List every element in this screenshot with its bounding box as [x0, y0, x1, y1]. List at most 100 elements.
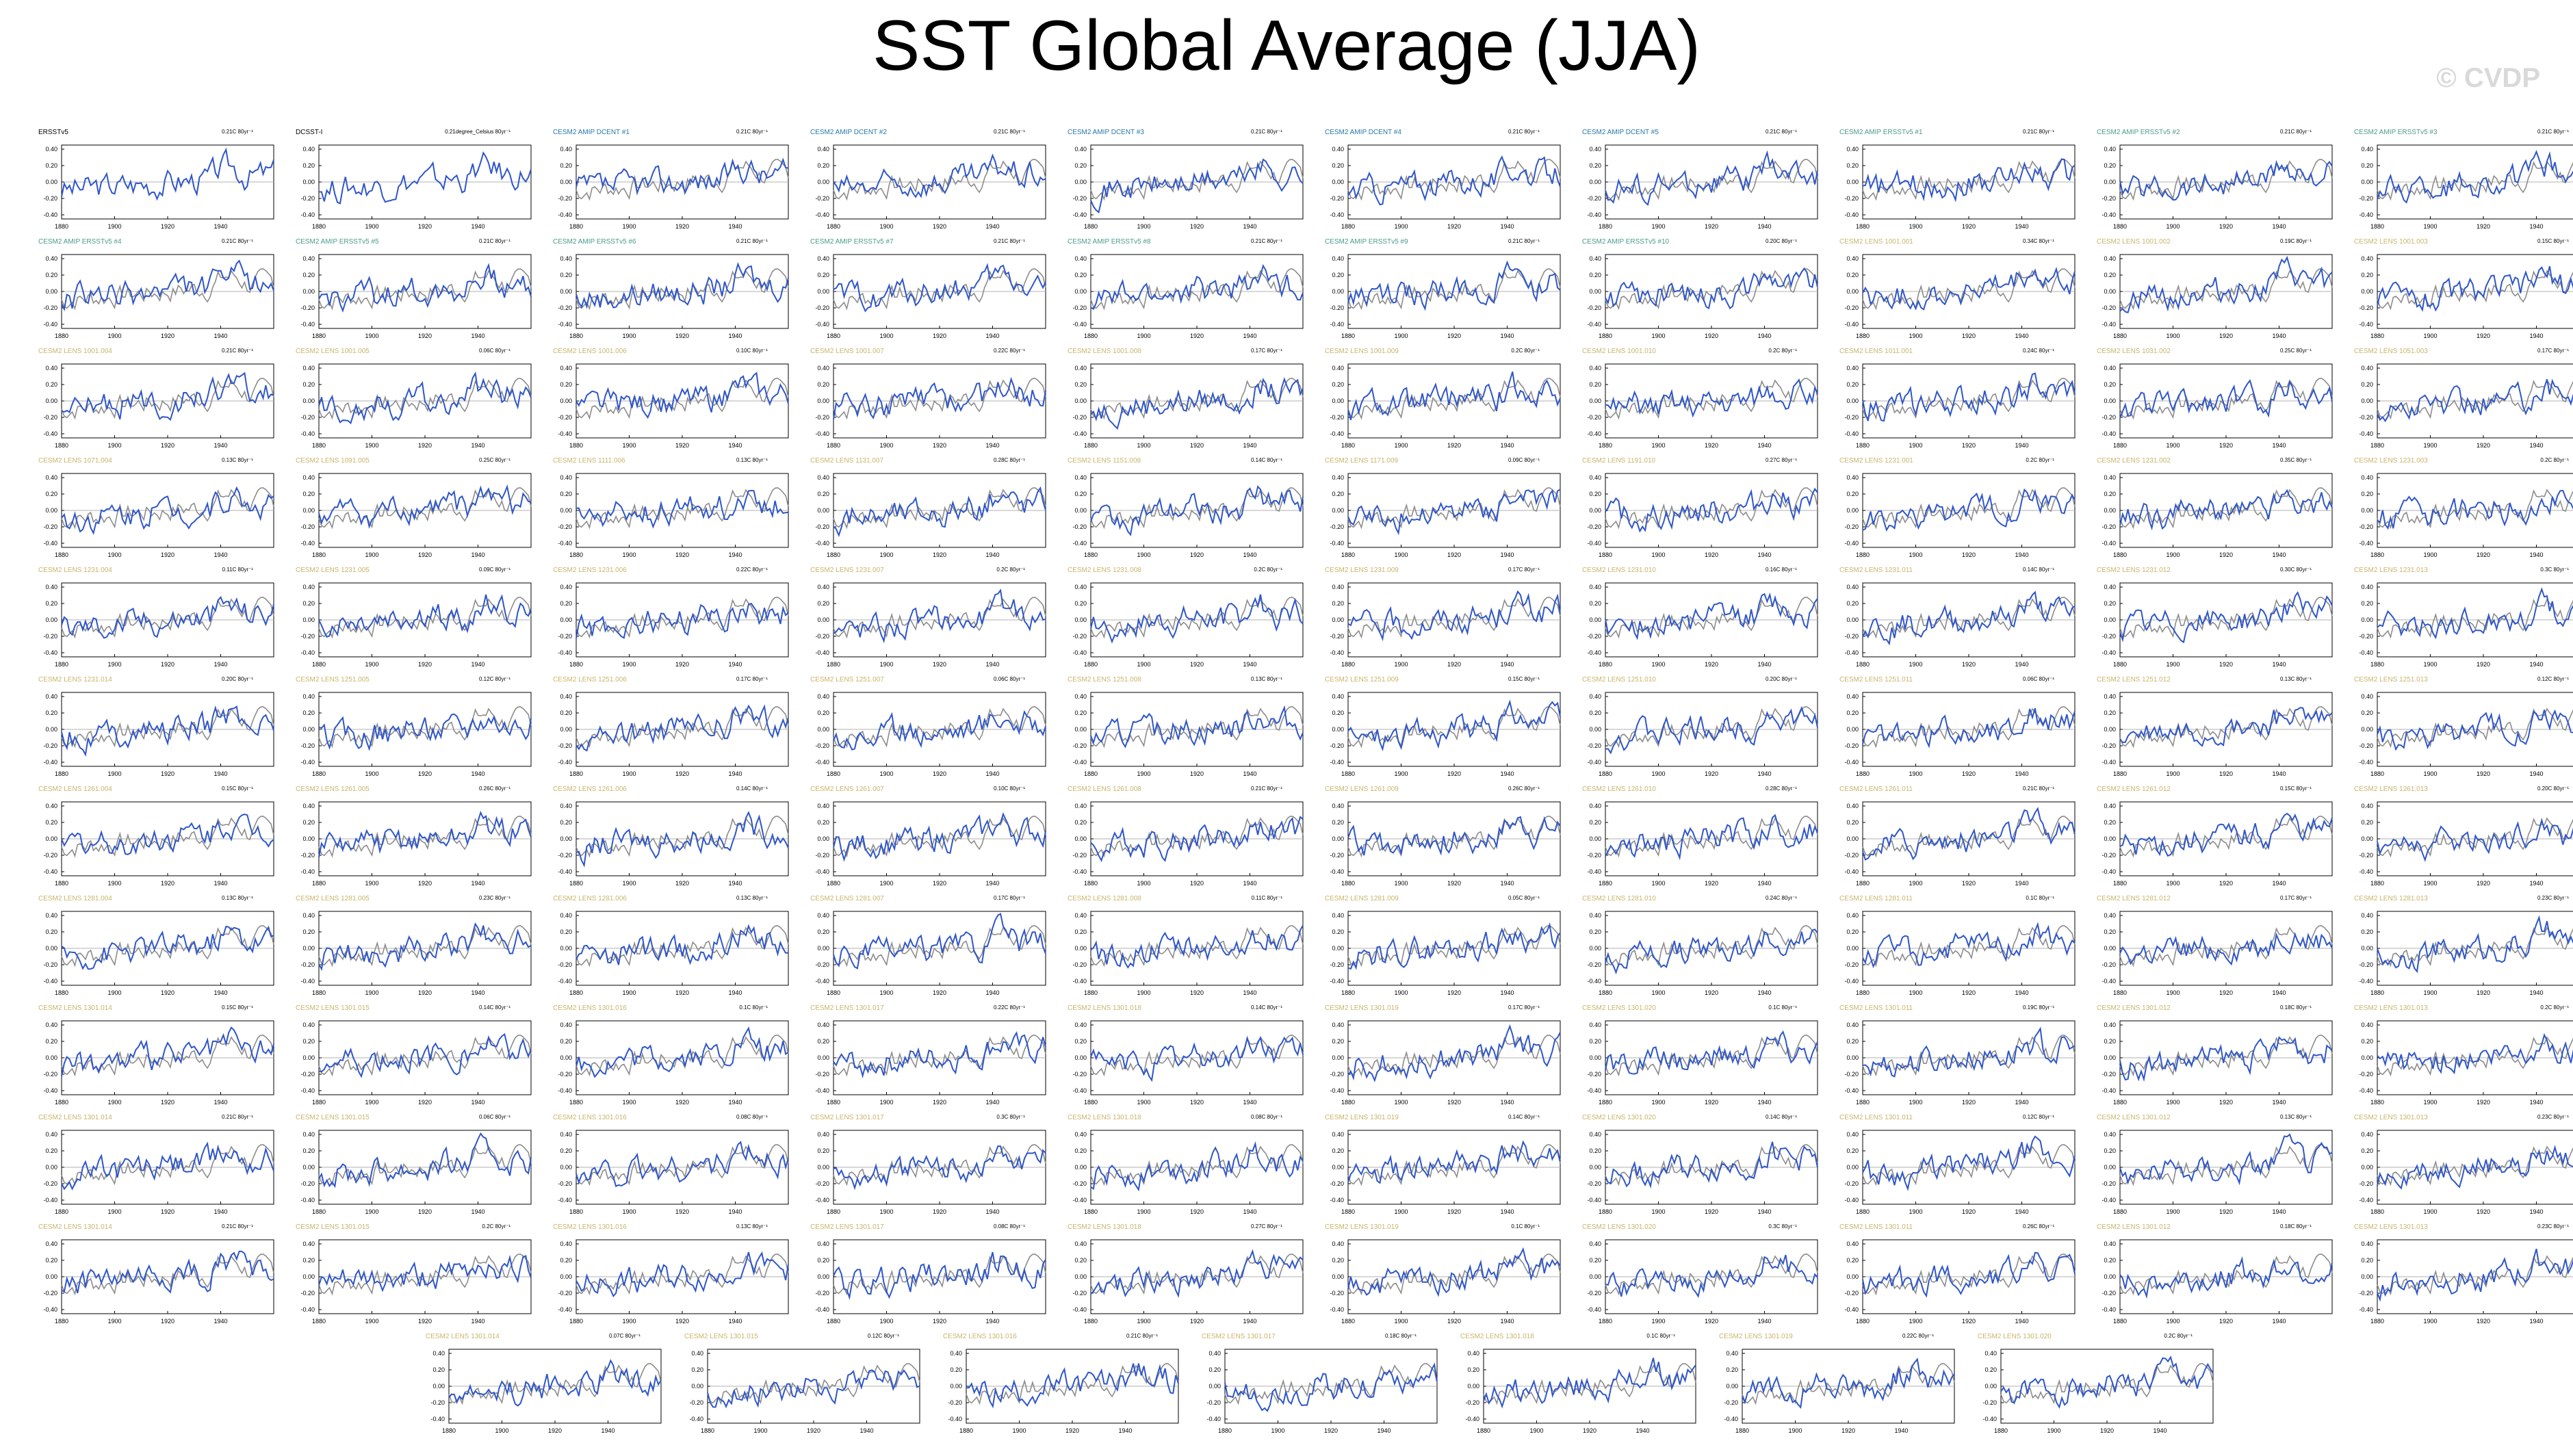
chart-panel: CESM2 LENS 1261.006 0.14C 80yr⁻¹ 0.40 0.20 0… [547, 785, 794, 895]
y-tick-label: -0.40 [815, 321, 829, 328]
x-tick-label: 1920 [2477, 661, 2490, 668]
y-tick-label: -0.40 [815, 978, 829, 985]
model-series-line [448, 1359, 662, 1407]
y-tick-label: -0.20 [2359, 633, 2373, 640]
model-series-line [2377, 489, 2573, 530]
chart-panel: ERSSTv5 0.21C 80yr⁻¹ 0.40 0.20 0.00 -0.20 -0.4… [33, 129, 279, 238]
y-tick-label: -0.20 [1072, 633, 1087, 640]
panel-title: CESM2 LENS 1251.010 [1582, 676, 1656, 684]
y-tick-label: 0.00 [817, 945, 829, 952]
chart-panel: CESM2 LENS 1231.013 0.3C 80yr⁻¹ 0.40 0.20 0.… [2349, 567, 2573, 676]
obs-series-line [1605, 1253, 1818, 1296]
model-series-line [576, 372, 789, 419]
x-tick-label: 1900 [879, 442, 893, 449]
y-tick-label: -0.20 [1330, 742, 1344, 749]
chart-panel: CESM2 LENS 1231.003 0.2C 80yr⁻¹ 0.40 0.20 0.… [2349, 457, 2573, 567]
y-tick-label: -0.40 [558, 430, 572, 437]
panel-trend: 0.28C 80yr⁻¹ [993, 457, 1025, 463]
y-tick-label: -0.40 [1330, 211, 1344, 218]
obs-series-line [1605, 1144, 1818, 1186]
y-tick-label: 0.20 [560, 1038, 572, 1045]
x-tick-label: 1920 [161, 1208, 174, 1215]
panel-trend: 0.14C 80yr⁻¹ [736, 785, 768, 792]
x-tick-label: 1900 [1271, 1427, 1284, 1434]
model-series-line [318, 484, 532, 529]
x-tick-label: 1940 [2015, 989, 2028, 996]
x-tick-label: 1920 [1841, 1427, 1855, 1434]
model-series-line [1347, 489, 1561, 536]
x-tick-label: 1880 [1599, 1318, 1612, 1325]
panel-title: CESM2 LENS 1301.012 [2097, 1114, 2171, 1121]
chart-panel: CESM2 LENS 1301.012 0.13C 80yr⁻¹ 0.40 0.20 0… [2091, 1114, 2338, 1223]
x-tick-label: 1900 [2423, 333, 2437, 339]
x-tick-label: 1880 [1341, 770, 1355, 777]
panel-trend: 0.06C 80yr⁻¹ [2022, 676, 2054, 682]
x-tick-label: 1940 [601, 1427, 615, 1434]
x-tick-label: 1880 [312, 1318, 326, 1325]
chart-panel: CESM2 LENS 1301.013 0.2C 80yr⁻¹ 0.40 0.20 0.… [2349, 1004, 2573, 1114]
y-tick-label: 0.00 [817, 616, 829, 623]
y-tick-label: 0.00 [1589, 835, 1601, 842]
x-tick-label: 1900 [2423, 661, 2437, 668]
y-tick-label: -0.20 [558, 523, 572, 530]
obs-series-line [1862, 487, 2076, 530]
y-tick-label: 0.40 [2361, 1131, 2373, 1138]
x-tick-label: 1880 [2113, 880, 2127, 887]
obs-series-line [61, 816, 274, 858]
panel-trend: 0.21C 80yr⁻¹ [221, 129, 253, 135]
y-tick-label: -0.20 [1844, 304, 1859, 311]
obs-series-line [576, 706, 789, 749]
x-tick-label: 1920 [548, 1427, 562, 1434]
x-tick-label: 1880 [2370, 880, 2384, 887]
y-tick-label: -0.20 [1844, 961, 1859, 968]
y-tick-label: 0.00 [2361, 507, 2373, 514]
chart-panel: CESM2 LENS 1261.013 0.20C 80yr⁻¹ 0.40 0.20 0… [2349, 785, 2573, 895]
model-series-line [833, 486, 1046, 538]
y-tick-label: 0.40 [817, 255, 829, 262]
panel-title: CESM2 LENS 1251.005 [296, 676, 370, 684]
x-tick-label: 1940 [2272, 989, 2286, 996]
chart-panel: CESM2 LENS 1281.011 0.1C 80yr⁻¹ 0.40 0.20 0.… [1834, 895, 2080, 1004]
panel-trend: 0.17C 80yr⁻¹ [1508, 1004, 1540, 1011]
chart-panel: CESM2 LENS 1301.015 0.2C 80yr⁻¹ 0.40 0.20 0.… [290, 1223, 536, 1333]
x-tick-label: 1900 [107, 1318, 121, 1325]
model-series-line [1224, 1362, 1438, 1412]
obs-series-line [61, 487, 274, 530]
x-tick-label: 1880 [1599, 333, 1612, 339]
x-tick-label: 1900 [2423, 442, 2437, 449]
y-tick-label: -0.40 [1587, 1306, 1601, 1313]
y-tick-label: 0.40 [302, 255, 315, 262]
x-tick-label: 1940 [985, 333, 999, 339]
chart-panel: CESM2 AMIP ERSSTv5 #4 0.21C 80yr⁻¹ 0.40 0.2… [33, 238, 279, 348]
x-tick-label: 1900 [879, 770, 893, 777]
obs-series-line [1862, 925, 2076, 967]
x-tick-label: 1880 [569, 1318, 583, 1325]
y-tick-label: 0.40 [1074, 1131, 1087, 1138]
y-tick-label: -0.20 [558, 961, 572, 968]
y-tick-label: -0.20 [1072, 523, 1087, 530]
x-tick-label: 1940 [2153, 1427, 2167, 1434]
y-tick-label: 0.00 [2104, 616, 2116, 623]
x-tick-label: 1920 [161, 442, 174, 449]
y-tick-label: 0.20 [2361, 491, 2373, 497]
x-tick-label: 1940 [985, 880, 999, 887]
y-tick-label: 0.40 [1589, 803, 1601, 809]
obs-series-line [1090, 816, 1304, 858]
x-tick-label: 1920 [933, 989, 946, 996]
y-tick-label: 0.20 [1846, 381, 1859, 388]
obs-series-line [2377, 160, 2573, 201]
x-tick-label: 1940 [1500, 1099, 1514, 1106]
y-tick-label: 0.40 [45, 474, 57, 481]
y-tick-label: 0.40 [1589, 1240, 1601, 1247]
x-tick-label: 1920 [2100, 1427, 2114, 1434]
y-tick-label: 0.20 [45, 928, 57, 935]
x-tick-label: 1920 [1447, 333, 1461, 339]
x-tick-label: 1900 [1909, 223, 1922, 230]
